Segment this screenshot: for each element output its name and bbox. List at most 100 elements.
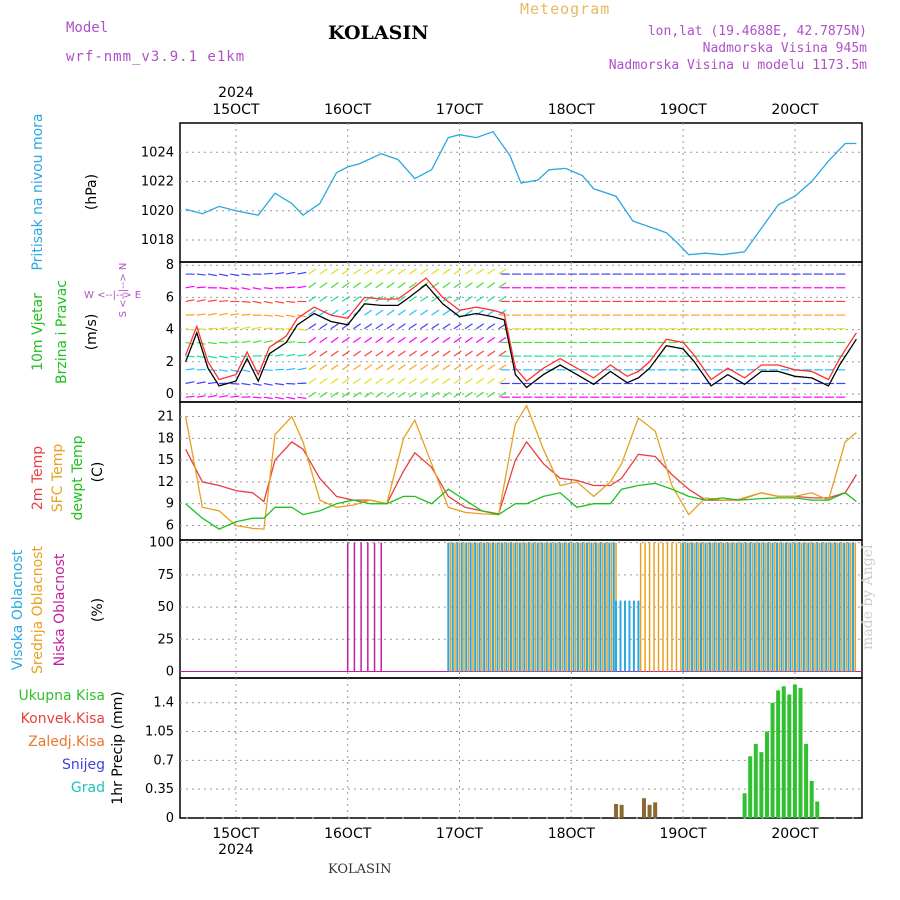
wind-barb <box>263 382 273 386</box>
temp-label-dewpt: dewpt Temp <box>70 435 86 520</box>
pressure-unit: (hPa) <box>84 174 100 210</box>
panel-frame-0 <box>179 122 863 263</box>
y-tick-label: 75 <box>157 568 174 583</box>
wind-barb <box>319 268 328 275</box>
wind-barb <box>364 336 373 343</box>
y-tick-label: 12 <box>157 475 174 490</box>
wind-barb <box>263 272 273 275</box>
wind-barb <box>386 336 395 343</box>
wind-barb <box>431 323 440 330</box>
year-label-top: 2024 <box>218 85 254 101</box>
wind-barb <box>286 368 296 371</box>
panel-frame-2 <box>179 401 863 541</box>
wind-barb <box>442 282 451 289</box>
precip-bar <box>641 798 646 818</box>
wind-barb <box>319 391 328 398</box>
y-tick-label: 50 <box>157 600 174 615</box>
wind-barb <box>196 395 206 398</box>
wind-unit: (m/s) <box>84 314 100 351</box>
temp-label-sfc: SFC Temp <box>50 444 66 513</box>
y-tick-label: 6 <box>166 518 174 533</box>
wind-barb <box>330 323 339 330</box>
wind-barb <box>341 336 350 343</box>
wind-label: 10m Vjetar <box>30 293 46 371</box>
precip-legend-0: Ukupna Kisa <box>18 688 105 704</box>
y-tick-label: 4 <box>166 323 174 338</box>
wind-barb <box>420 295 429 302</box>
wind-barb <box>408 295 417 302</box>
temp-unit: (C) <box>90 462 106 483</box>
precip-bar <box>815 801 820 818</box>
wind-barb <box>453 364 462 371</box>
wind-barb <box>375 364 384 371</box>
wind-barb <box>475 323 485 330</box>
wind-barb <box>442 350 451 357</box>
wind-barb <box>230 382 240 385</box>
precip-legend-3: Snijeg <box>62 757 105 773</box>
wind-barb <box>274 396 284 400</box>
wind-barb <box>464 364 473 371</box>
wind-barb <box>442 295 451 302</box>
wind-barb <box>286 396 296 400</box>
wind-barb <box>487 336 496 343</box>
wind-barb <box>308 309 317 316</box>
wind-barb <box>330 309 339 316</box>
wind-barb <box>487 350 496 357</box>
wind-barb <box>386 350 395 357</box>
x-tick-label-bottom: 19OCT <box>660 826 708 842</box>
y-tick-label: 9 <box>166 497 174 512</box>
wind-barb <box>330 295 339 302</box>
wind-barb <box>475 282 485 289</box>
wind-barb <box>408 350 417 357</box>
wind-barb <box>286 382 296 385</box>
wind-barb <box>230 395 240 398</box>
wind-barb <box>274 272 285 275</box>
wind-barb <box>453 350 462 357</box>
y-tick-label: 0.35 <box>145 782 174 797</box>
wind-barb <box>364 364 373 371</box>
wind-barb <box>397 295 406 302</box>
wind-barb <box>263 340 273 344</box>
wind-barb <box>442 391 451 398</box>
wind-barb <box>185 285 195 289</box>
wind-barb <box>431 336 440 343</box>
precip-bar <box>792 684 797 818</box>
wind-barb <box>453 336 462 343</box>
wind-barb <box>263 327 273 330</box>
panel-frame-4 <box>179 677 863 819</box>
wind-barb <box>352 282 362 289</box>
pressure-label: Pritisak na nivou mora <box>30 113 46 270</box>
wind-barb <box>341 295 350 302</box>
wind-barb <box>319 282 328 289</box>
x-tick-label-top: 17OCT <box>436 102 484 118</box>
wind-barb <box>196 381 206 385</box>
y-tick-label: 0.7 <box>153 753 174 768</box>
wind-barb <box>274 314 284 318</box>
wind-barb <box>297 285 307 289</box>
wind-barb <box>241 340 251 344</box>
wind-barb <box>207 299 217 303</box>
y-tick-label: 18 <box>157 431 174 446</box>
wind-barb <box>498 295 507 302</box>
precip-bar <box>776 690 781 818</box>
y-tick-label: 25 <box>157 632 174 647</box>
x-tick-label-top: 16OCT <box>324 102 372 118</box>
wind-barb <box>364 377 373 384</box>
wind-barb <box>431 268 440 275</box>
precip-bar <box>798 687 803 818</box>
meteogram-label: Meteogram <box>520 0 611 18</box>
wind-barb <box>330 336 339 343</box>
wind-barb <box>297 354 307 357</box>
y-tick-label: 0 <box>166 387 174 402</box>
x-tick-label-bottom: 16OCT <box>324 826 372 842</box>
wind-barb <box>286 353 296 357</box>
precip-bar <box>809 780 814 818</box>
wind-barb <box>397 282 406 289</box>
wind-barb <box>196 299 206 303</box>
page-title: KOLASIN <box>328 22 429 44</box>
wind-barb <box>498 268 507 275</box>
wind-barb <box>364 295 373 302</box>
wind-barb <box>475 350 485 357</box>
wind-barb <box>431 391 440 398</box>
wind-barb <box>475 295 485 302</box>
